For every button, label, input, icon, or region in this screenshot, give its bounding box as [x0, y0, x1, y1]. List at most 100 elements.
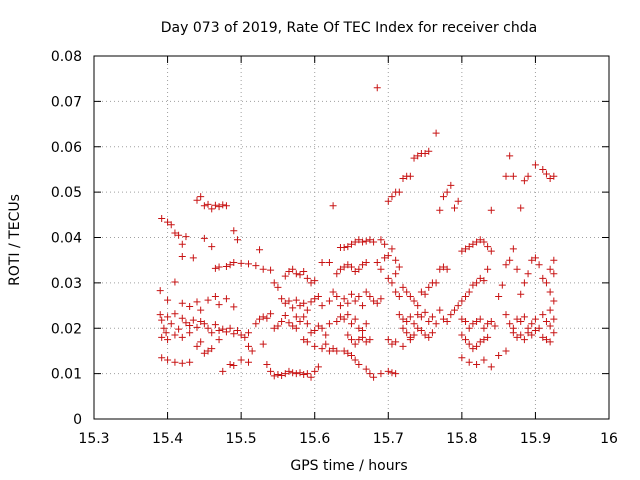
- data-point: [189, 254, 197, 262]
- data-point: [292, 370, 300, 378]
- data-point: [359, 302, 367, 310]
- data-point: [340, 295, 348, 303]
- data-point: [366, 236, 374, 244]
- data-point: [524, 329, 532, 337]
- data-point: [289, 322, 297, 330]
- data-point: [215, 336, 223, 344]
- data-point: [359, 327, 367, 335]
- data-point: [219, 201, 227, 209]
- data-point: [410, 297, 418, 305]
- data-point: [164, 218, 172, 226]
- data-point: [388, 245, 396, 253]
- data-point: [359, 238, 367, 246]
- data-point: [278, 295, 286, 303]
- data-point: [325, 258, 333, 266]
- data-point: [197, 338, 205, 346]
- data-point: [439, 263, 447, 271]
- data-point: [417, 313, 425, 321]
- data-point: [230, 227, 238, 235]
- data-point: [458, 354, 466, 362]
- data-point: [384, 367, 392, 375]
- data-point: [373, 84, 381, 92]
- data-point: [200, 202, 208, 210]
- data-point: [546, 306, 554, 314]
- data-point: [281, 370, 289, 378]
- data-point: [300, 313, 308, 321]
- data-point: [454, 302, 462, 310]
- data-point: [447, 311, 455, 319]
- data-point: [193, 298, 201, 306]
- data-point: [158, 214, 166, 222]
- data-point: [186, 322, 194, 330]
- data-point: [484, 243, 492, 251]
- data-point: [465, 243, 473, 251]
- data-point: [270, 324, 278, 332]
- data-point: [230, 361, 238, 369]
- data-point: [300, 371, 308, 379]
- data-point: [370, 373, 378, 381]
- data-point: [344, 311, 352, 319]
- data-point: [167, 320, 175, 328]
- data-point: [528, 320, 536, 328]
- data-point: [550, 256, 558, 264]
- data-point: [362, 320, 370, 328]
- data-point: [406, 172, 414, 180]
- data-point: [451, 306, 458, 314]
- data-point: [506, 320, 514, 328]
- data-point: [296, 302, 304, 310]
- data-point: [186, 302, 194, 310]
- data-point: [377, 370, 385, 378]
- data-point: [531, 315, 539, 323]
- data-point: [204, 200, 212, 208]
- data-point: [436, 265, 444, 273]
- data-point: [377, 295, 385, 303]
- data-point: [344, 299, 352, 307]
- data-point: [373, 299, 381, 307]
- data-point: [509, 329, 517, 337]
- data-point: [443, 317, 451, 325]
- x-tick-label: 15.7: [373, 431, 404, 447]
- data-point: [432, 320, 440, 328]
- data-point: [447, 181, 455, 189]
- data-point: [502, 261, 510, 269]
- data-point: [237, 259, 245, 267]
- data-point: [222, 263, 230, 271]
- data-point: [208, 345, 216, 353]
- data-point: [366, 370, 374, 378]
- y-tick-label: 0.02: [51, 321, 82, 337]
- data-point: [458, 331, 466, 339]
- data-point: [399, 324, 407, 332]
- data-point: [454, 197, 462, 205]
- data-point: [410, 331, 418, 339]
- data-point: [340, 243, 348, 251]
- data-point: [311, 295, 319, 303]
- data-point: [303, 306, 311, 314]
- data-point: [392, 288, 400, 296]
- data-point: [237, 331, 245, 339]
- data-point: [252, 320, 260, 328]
- data-point: [325, 320, 333, 328]
- data-point: [550, 315, 558, 323]
- data-point: [388, 279, 396, 287]
- data-point: [193, 196, 201, 204]
- data-point: [502, 172, 510, 180]
- data-point: [381, 240, 389, 248]
- data-point: [314, 322, 322, 330]
- data-point: [171, 229, 179, 237]
- data-point: [542, 317, 550, 325]
- data-point: [237, 356, 245, 364]
- data-point: [336, 302, 344, 310]
- data-point: [406, 313, 414, 321]
- data-point: [208, 329, 216, 337]
- data-point: [377, 236, 385, 244]
- y-tick-labels: 0 0.01 0.02 0.03 0.04 0.05 0.06 0.07 0.08: [51, 49, 82, 428]
- data-point: [395, 292, 403, 300]
- data-point: [171, 278, 179, 286]
- data-point: [348, 290, 355, 298]
- data-point: [362, 338, 370, 346]
- data-point: [274, 371, 282, 379]
- data-point: [469, 320, 477, 328]
- data-point: [292, 313, 300, 321]
- data-point: [322, 340, 330, 348]
